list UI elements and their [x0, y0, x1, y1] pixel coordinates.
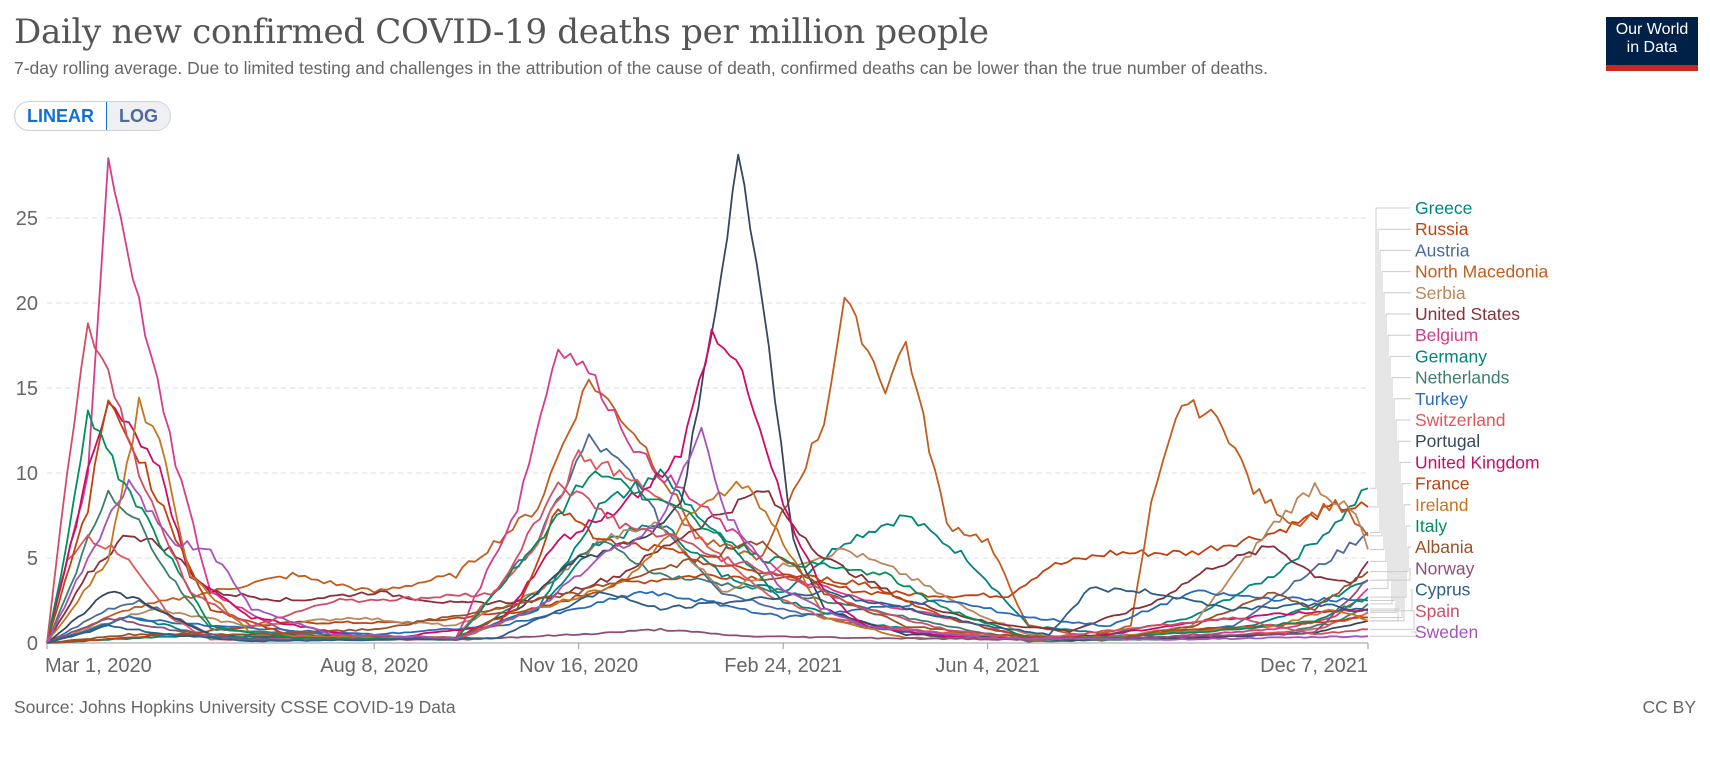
grid-lines — [47, 217, 1368, 559]
series-line-united-kingdom — [46, 328, 1369, 643]
legend-connector — [1370, 292, 1411, 550]
y-tick-label: 5 — [27, 548, 38, 570]
line-chart: 0 5 10 15 20 25 Mar 1, 2020 Aug 8, 2020 Nov 16,… — [16, 153, 1549, 677]
chart-title: Daily new confirmed COVID-19 deaths per … — [14, 12, 989, 52]
legend-connector — [1370, 546, 1411, 573]
legend-connector — [1370, 398, 1411, 601]
legend-label-portugal: Portugal — [1415, 431, 1480, 451]
y-tick-label: 25 — [16, 208, 38, 230]
logo-line-1: Our World — [1615, 21, 1689, 38]
x-tick-label: Nov 16, 2020 — [519, 655, 638, 677]
series-line-serbia — [46, 482, 1369, 644]
legend-connector — [1370, 249, 1411, 533]
legend-connector — [1370, 483, 1411, 618]
x-tick-label: Feb 24, 2021 — [724, 655, 842, 677]
legend-label-ireland: Ireland — [1415, 495, 1469, 515]
series-lines — [46, 153, 1369, 644]
legend-connector — [1370, 228, 1411, 508]
legend-label-netherlands: Netherlands — [1415, 368, 1510, 388]
series-line-austria — [46, 433, 1369, 644]
legend-label-united-states: United States — [1415, 304, 1520, 324]
legend-label-north-macedonia: North Macedonia — [1415, 262, 1549, 282]
legend-label-united-kingdom: United Kingdom — [1415, 452, 1540, 472]
legend-connector — [1370, 313, 1411, 562]
license-link[interactable]: CC BY — [1642, 697, 1696, 717]
series-line-norway — [46, 579, 1369, 644]
legend-connector — [1370, 207, 1411, 489]
legend-label-switzerland: Switzerland — [1415, 410, 1505, 430]
y-tick-label: 20 — [16, 293, 38, 315]
series-line-united-states — [46, 490, 1369, 644]
legend-connector — [1370, 631, 1417, 637]
x-axis: Mar 1, 2020 Aug 8, 2020 Nov 16, 2020 Feb 24… — [45, 642, 1369, 677]
logo-line-2: in Data — [1626, 39, 1678, 56]
legend-label-belgium: Belgium — [1415, 325, 1478, 345]
legend-connector — [1370, 461, 1411, 610]
legend-label-france: France — [1415, 474, 1469, 494]
series-line-albania — [46, 540, 1369, 644]
x-tick-label: Aug 8, 2020 — [320, 655, 428, 677]
legend-label-norway: Norway — [1415, 558, 1475, 578]
series-line-spain — [46, 322, 1369, 644]
legend-connector — [1370, 525, 1411, 598]
legend-label-cyprus: Cyprus — [1415, 580, 1471, 600]
source-note: Source: Johns Hopkins University CSSE CO… — [14, 697, 456, 717]
y-tick-label: 15 — [16, 378, 38, 400]
series-line-north-macedonia — [46, 296, 1369, 644]
series-line-portugal — [46, 153, 1369, 644]
legend-label-albania: Albania — [1415, 537, 1474, 557]
legend-label-greece: Greece — [1415, 198, 1472, 218]
legend-connector — [1370, 567, 1411, 581]
series-line-turkey — [46, 589, 1369, 644]
y-tick-label: 0 — [27, 633, 38, 655]
series-line-cyprus — [46, 586, 1369, 644]
scale-log-button[interactable]: LOG — [119, 106, 158, 126]
x-tick-label: Mar 1, 2020 — [45, 655, 152, 677]
legend-label-spain: Spain — [1415, 601, 1460, 621]
series-line-sweden — [46, 426, 1369, 644]
legend-label-serbia: Serbia — [1415, 283, 1466, 303]
scale-linear-button[interactable]: LINEAR — [15, 102, 107, 130]
legend-connector — [1370, 377, 1411, 605]
legend-connector — [1370, 504, 1411, 622]
legend-label-turkey: Turkey — [1415, 389, 1468, 409]
y-tick-label: 10 — [16, 463, 38, 485]
x-tick-label: Dec 7, 2021 — [1260, 655, 1368, 677]
legend-label-russia: Russia — [1415, 219, 1469, 239]
legend-label-italy: Italy — [1415, 516, 1447, 536]
y-axis: 0 5 10 15 20 25 — [16, 208, 38, 655]
chart-subtitle: 7-day rolling average. Due to limited te… — [14, 58, 1268, 78]
legend-connector — [1370, 610, 1415, 630]
legend-connector — [1370, 419, 1411, 613]
legend-connector — [1370, 334, 1411, 590]
legend-label-sweden: Sweden — [1415, 622, 1478, 642]
x-tick-label: Jun 4, 2021 — [935, 655, 1040, 677]
logo-accent-bar — [1606, 65, 1698, 71]
legend-label-austria: Austria — [1415, 240, 1470, 260]
legend-connector — [1370, 589, 1413, 612]
series-line-belgium — [46, 157, 1369, 644]
legend-connector — [1370, 271, 1411, 537]
scale-toggle: LINEAR LOG — [14, 101, 171, 131]
owid-logo[interactable]: Our World in Data — [1606, 17, 1698, 71]
legend-label-germany: Germany — [1415, 346, 1487, 366]
